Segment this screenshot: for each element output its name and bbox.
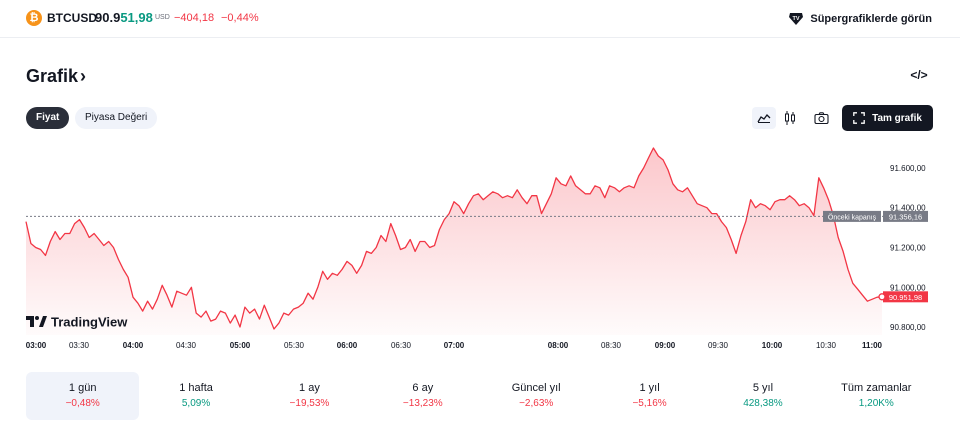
- previous-close-value: 91.356,16: [889, 212, 922, 221]
- period-change-value: −19,53%: [289, 398, 330, 409]
- price-change-percent: −0,44%: [221, 12, 259, 24]
- previous-close-label: Önceki kapanış: [828, 213, 877, 221]
- x-tick-label: 08:30: [601, 341, 622, 350]
- toggle-market-cap[interactable]: Piyasa Değeri: [75, 107, 158, 129]
- x-tick-label: 06:00: [337, 341, 358, 350]
- fullscreen-icon: [853, 112, 865, 124]
- period-option[interactable]: Tüm zamanlar 1,20K%: [820, 372, 933, 420]
- bitcoin-icon: ₿: [26, 10, 42, 26]
- last-price-label-bg: [883, 291, 928, 303]
- x-tick-label: 04:30: [176, 341, 197, 350]
- fullscreen-label: Tam grafik: [872, 112, 922, 124]
- supercharts-label: Süpergrafiklerde görün: [810, 13, 932, 25]
- tradingview-super-icon: TV: [789, 13, 804, 25]
- period-change-value: 5,09%: [181, 398, 211, 409]
- tradingview-logo: TradingView: [26, 315, 128, 330]
- x-tick-label: 09:00: [655, 341, 676, 350]
- x-tick-label: 06:30: [391, 341, 412, 350]
- toggle-price[interactable]: Fiyat: [26, 107, 70, 129]
- area-chart-button[interactable]: [752, 107, 776, 129]
- period-change-value: 428,38%: [743, 398, 783, 409]
- x-tick-label: 05:30: [284, 341, 305, 350]
- supercharts-link[interactable]: TV Süpergrafiklerde görün: [788, 10, 932, 28]
- section-title-text: Grafik: [26, 66, 79, 86]
- price-currency: USD: [155, 14, 170, 21]
- x-tick-label: 08:00: [548, 341, 569, 350]
- price-chart[interactable]: 91.600,00 91.400,00 91.200,00 91.000,00 90.8…: [0, 140, 960, 355]
- y-tick-label: 90.800,00: [890, 323, 926, 332]
- x-tick-label: 05:00: [230, 341, 251, 350]
- previous-close-label-bg: [823, 210, 881, 222]
- x-tick-label: 04:00: [123, 341, 144, 350]
- y-tick-label: 91.200,00: [890, 243, 926, 252]
- y-tick-label: 91.000,00: [890, 283, 926, 292]
- screenshot-button[interactable]: [809, 107, 833, 129]
- period-label: 1 yıl: [639, 382, 660, 394]
- previous-close-value-bg: [883, 210, 928, 222]
- period-option[interactable]: Güncel yıl −2,63%: [480, 372, 593, 420]
- chevron-right-icon: ›: [80, 66, 87, 86]
- price-change: −404,18: [174, 12, 215, 24]
- y-tick-label: 91.600,00: [890, 164, 926, 173]
- x-tick-label: 03:00: [26, 341, 47, 350]
- period-change-value: −5,16%: [632, 398, 667, 409]
- svg-text:TV: TV: [793, 16, 800, 22]
- period-change-value: 1,20K%: [858, 398, 894, 409]
- fullscreen-chart-button[interactable]: Tam grafik: [842, 105, 933, 131]
- period-change-value: −13,23%: [402, 398, 443, 409]
- x-tick-label: 11:00: [862, 341, 883, 350]
- period-label: 6 ay: [412, 382, 434, 394]
- period-option[interactable]: 5 yıl 428,38%: [706, 372, 819, 420]
- ticker-price: 90.951,98: [95, 10, 153, 25]
- price-highlight: 51,98: [120, 10, 153, 25]
- x-tick-label: 03:30: [69, 341, 90, 350]
- period-option[interactable]: 1 ay −19,53%: [253, 372, 366, 420]
- last-price-dot: [878, 293, 886, 301]
- ticker-bar: ₿ BTCUSD 90.951,98 USD −404,18 −0,44% TV…: [0, 0, 960, 38]
- period-label: 1 gün: [68, 382, 97, 394]
- x-tick-label: 10:00: [762, 341, 783, 350]
- period-label: Güncel yıl: [511, 382, 561, 394]
- period-change-value: −0,48%: [65, 398, 100, 409]
- ticker-symbol[interactable]: BTCUSD: [47, 11, 97, 25]
- period-option[interactable]: 6 ay −13,23%: [366, 372, 479, 420]
- period-option[interactable]: 1 yıl −5,16%: [593, 372, 706, 420]
- x-tick-label: 07:00: [444, 341, 465, 350]
- y-tick-label: 91.400,00: [890, 204, 926, 213]
- candlestick-icon: [785, 111, 795, 125]
- period-change-value: −2,63%: [519, 398, 554, 409]
- camera-icon: [813, 112, 829, 124]
- candlestick-button[interactable]: [778, 107, 802, 129]
- last-price-label: 90.951,98: [889, 293, 922, 302]
- period-label: 5 yıl: [752, 382, 774, 394]
- area-chart-icon: [757, 114, 771, 123]
- x-tick-label: 10:30: [816, 341, 837, 350]
- code-embed-icon[interactable]: </>: [910, 68, 928, 82]
- price-line: [25, 147, 883, 330]
- period-label: Tüm zamanlar: [841, 382, 912, 394]
- period-option[interactable]: 1 gün −0,48%: [26, 372, 140, 420]
- period-label: 1 hafta: [179, 382, 213, 394]
- period-selector: 1 gün −0,48% 1 hafta 5,09% 1 ay −19,53% 6 ay −1…: [26, 372, 933, 420]
- tradingview-wordmark: TradingView: [51, 315, 128, 330]
- x-tick-label: 09:30: [708, 341, 729, 350]
- period-label: 1 ay: [299, 382, 320, 394]
- period-option[interactable]: 1 hafta 5,09%: [139, 372, 252, 420]
- price-main: 90.9: [95, 10, 121, 25]
- price-area-fill: [26, 148, 882, 335]
- chart-section-title[interactable]: Grafik ›: [26, 66, 86, 87]
